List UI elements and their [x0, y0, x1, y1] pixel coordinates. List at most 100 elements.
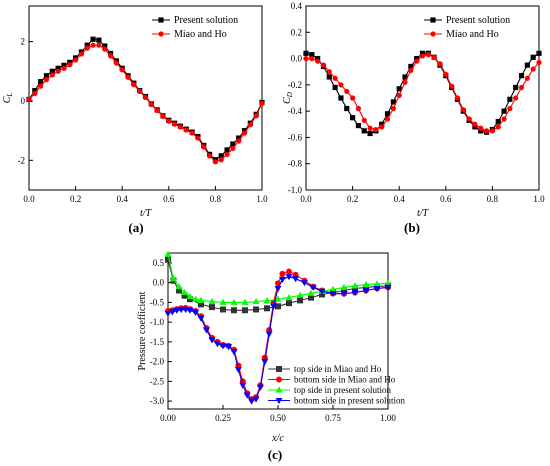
data-point	[203, 327, 210, 334]
data-point	[308, 294, 314, 301]
x-tick-label: 0.75	[325, 413, 341, 423]
data-point	[326, 69, 332, 75]
data-point	[67, 62, 73, 68]
data-point	[164, 250, 172, 257]
data-point	[177, 124, 184, 130]
data-point	[38, 79, 44, 85]
data-point	[73, 57, 79, 63]
data-point	[78, 51, 85, 57]
data-point	[168, 309, 176, 316]
data-point	[449, 83, 455, 89]
data-point	[279, 270, 286, 277]
legend-label: Present solution	[446, 15, 510, 26]
data-point	[367, 125, 373, 131]
data-point	[247, 122, 253, 128]
data-point	[236, 138, 242, 144]
y-tick-label: -0.8	[288, 159, 303, 169]
data-point	[278, 276, 286, 284]
data-point	[396, 86, 402, 92]
data-point	[507, 96, 513, 102]
data-point	[239, 382, 247, 389]
data-point	[208, 297, 216, 305]
x-tick-label: 1.0	[256, 194, 268, 204]
data-point	[113, 60, 119, 66]
y-tick-label: 0.0	[153, 278, 165, 288]
data-point	[206, 153, 213, 159]
x-tick-label: 0.2	[70, 194, 81, 204]
y-tick-label: 0	[21, 96, 26, 106]
data-point	[172, 121, 178, 127]
data-point	[350, 115, 356, 121]
legend-label: Present solution	[174, 15, 238, 26]
data-point	[402, 79, 408, 85]
data-point	[489, 128, 495, 134]
data-point	[332, 75, 338, 81]
data-point	[384, 284, 392, 291]
data-point	[125, 74, 131, 80]
data-point	[90, 36, 96, 42]
data-point	[234, 366, 242, 374]
data-point	[175, 282, 183, 290]
data-point	[212, 159, 218, 165]
x-axis-label: x/c	[271, 433, 284, 444]
data-point	[107, 53, 114, 59]
data-point	[154, 107, 160, 114]
data-point	[315, 58, 321, 64]
data-point	[390, 99, 396, 105]
data-point	[466, 116, 472, 122]
data-point	[119, 67, 125, 73]
y-tick-label: -2.5	[150, 376, 165, 386]
data-point	[197, 315, 205, 322]
data-point	[297, 297, 303, 304]
data-point	[292, 276, 300, 283]
y-tick-label: 0.5	[153, 258, 165, 268]
data-point	[513, 95, 519, 101]
series-3	[164, 274, 392, 405]
data-point	[197, 296, 205, 303]
data-point	[350, 95, 356, 101]
panel-c-chart: 0.00 0.25 0.50 0.75 1.00 -3.0 -2.5 -2.0 -1.5 -1.0…	[137, 250, 405, 444]
data-point	[90, 42, 96, 48]
data-point	[507, 105, 513, 112]
data-point	[518, 73, 525, 79]
data-point	[501, 116, 507, 122]
data-point	[218, 153, 224, 159]
series-1	[303, 52, 542, 134]
legend-label: bottom side in Miao and Ho	[294, 375, 396, 385]
data-point	[96, 42, 102, 48]
data-point	[224, 147, 230, 153]
data-point	[340, 291, 348, 298]
data-point	[170, 275, 177, 282]
y-axis-label: CL	[2, 93, 14, 104]
y-tick-label: -1.0	[150, 317, 165, 327]
data-point	[230, 141, 236, 147]
data-point	[49, 68, 55, 74]
data-point	[478, 125, 484, 131]
y-tick-label: -1.5	[150, 337, 165, 347]
series-0	[303, 50, 542, 137]
data-point	[186, 307, 194, 314]
data-point	[513, 84, 519, 91]
plot-frame	[305, 5, 540, 191]
panel-c-label: (c)	[268, 447, 282, 462]
data-point	[230, 298, 238, 305]
data-point	[443, 71, 449, 77]
data-point	[252, 297, 260, 305]
y-axis-label: CD	[282, 92, 294, 104]
data-point	[274, 285, 282, 293]
legend-label: bottom side in present solution	[294, 396, 405, 406]
legend: Present solution Miao and Ho	[152, 15, 238, 40]
data-point	[307, 289, 315, 296]
x-axis-label: t/T	[140, 208, 153, 219]
y-tick-label: -0.5	[150, 297, 165, 307]
y-tick-label: 2	[21, 37, 26, 47]
x-tick-label: 0.0	[23, 194, 35, 204]
x-tick-label: 0.0	[300, 194, 312, 204]
data-point	[329, 291, 337, 298]
data-point	[49, 72, 55, 78]
data-point	[338, 95, 344, 101]
y-tick-label: -1.0	[288, 185, 303, 195]
data-point	[253, 113, 259, 119]
data-point	[274, 295, 282, 302]
